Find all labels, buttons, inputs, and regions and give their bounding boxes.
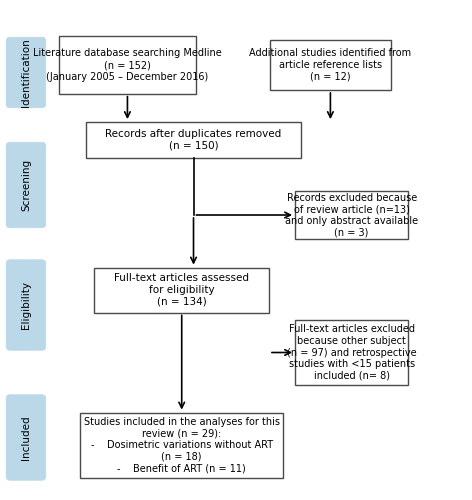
Bar <box>86 122 301 158</box>
Bar <box>295 191 408 239</box>
Bar <box>94 268 269 312</box>
Text: Literature database searching Medline
(n = 152)
(January 2005 – December 2016): Literature database searching Medline (n… <box>33 48 222 82</box>
Text: Screening: Screening <box>21 159 31 211</box>
Text: Records excluded because
of review article (n=13)
and only abstract available
(n: Records excluded because of review artic… <box>285 192 418 238</box>
Text: Additional studies identified from
article reference lists
(n = 12): Additional studies identified from artic… <box>249 48 412 82</box>
Bar <box>80 412 283 478</box>
Text: Identification: Identification <box>21 38 31 107</box>
Text: Included: Included <box>21 415 31 460</box>
Text: Full-text articles assessed
for eligibility
(n = 134): Full-text articles assessed for eligibil… <box>114 274 249 306</box>
Text: Eligibility: Eligibility <box>21 281 31 329</box>
FancyBboxPatch shape <box>6 38 46 108</box>
Text: Studies included in the analyses for this
review (n = 29):
-    Dosimetric varia: Studies included in the analyses for thi… <box>84 417 280 473</box>
Bar <box>295 320 408 385</box>
Text: Records after duplicates removed
(n = 150): Records after duplicates removed (n = 15… <box>105 129 282 151</box>
Bar <box>59 36 196 94</box>
Bar <box>270 40 391 90</box>
FancyBboxPatch shape <box>6 142 46 228</box>
FancyBboxPatch shape <box>6 395 46 480</box>
Text: Full-text articles excluded
because other subject
(n = 97) and retrospective
stu: Full-text articles excluded because othe… <box>287 324 416 380</box>
FancyBboxPatch shape <box>6 260 46 350</box>
